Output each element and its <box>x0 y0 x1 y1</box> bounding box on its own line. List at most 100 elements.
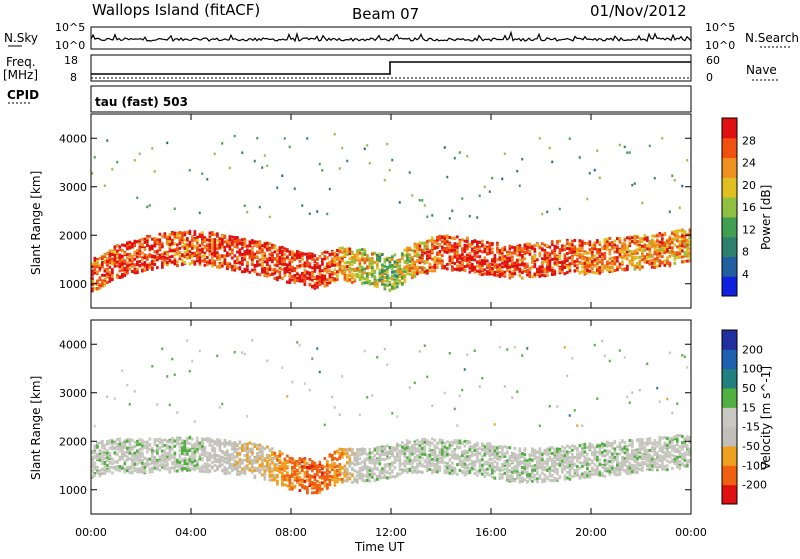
heatmap-cell <box>99 455 102 458</box>
heatmap-cell <box>201 248 204 251</box>
heatmap-cell <box>249 469 252 472</box>
heatmap-cell <box>361 274 364 277</box>
heatmap-cell <box>341 247 344 250</box>
heatmap-cell <box>209 464 212 467</box>
heatmap-cell <box>191 438 194 441</box>
heatmap-cell <box>226 443 229 446</box>
heatmap-cell <box>346 160 348 163</box>
heatmap-cell <box>531 256 534 259</box>
heatmap-cell <box>411 271 414 274</box>
heatmap-cell <box>184 459 187 462</box>
heatmap-cell <box>134 463 137 466</box>
heatmap-cell <box>129 448 132 451</box>
heatmap-cell <box>339 247 342 250</box>
heatmap-cell <box>244 472 247 475</box>
heatmap-cell <box>426 254 429 257</box>
heatmap-cell <box>276 278 279 281</box>
heatmap-cell <box>234 466 237 469</box>
heatmap-cell <box>339 473 342 476</box>
heatmap-cell <box>201 231 204 234</box>
heatmap-cell <box>156 459 159 462</box>
heatmap-cell <box>654 177 656 180</box>
heatmap-cell <box>179 255 182 258</box>
heatmap-cell <box>486 259 489 262</box>
heatmap-cell <box>376 279 379 282</box>
heatmap-cell <box>341 481 344 484</box>
heatmap-cell <box>294 477 297 480</box>
heatmap-cell <box>236 473 239 476</box>
heatmap-cell <box>241 238 244 241</box>
heatmap-cell <box>144 470 147 473</box>
heatmap-cell <box>286 270 289 273</box>
heatmap-cell <box>199 446 202 449</box>
heatmap-cell <box>531 246 534 249</box>
heatmap-cell <box>306 479 309 482</box>
heatmap-cell <box>389 265 392 268</box>
heatmap-cell <box>109 447 112 450</box>
heatmap-cell <box>311 464 314 467</box>
heatmap-cell <box>199 244 202 247</box>
heatmap-cell <box>159 254 162 257</box>
heatmap-cell <box>221 142 223 145</box>
heatmap-cell <box>141 455 144 458</box>
heatmap-cell <box>139 260 142 263</box>
heatmap-cell <box>289 146 291 149</box>
heatmap-cell <box>316 263 319 266</box>
heatmap-cell <box>304 463 307 466</box>
heatmap-cell <box>109 455 112 458</box>
heatmap-cell <box>476 248 479 251</box>
heatmap-cell <box>659 255 662 258</box>
heatmap-cell <box>274 464 277 467</box>
heatmap-cell <box>204 239 207 242</box>
heatmap-cell <box>106 395 108 398</box>
heatmap-cell <box>641 265 644 268</box>
heatmap-cell <box>319 491 322 494</box>
heatmap-cell <box>596 272 599 275</box>
heatmap-cell <box>101 274 104 277</box>
heatmap-cell <box>289 482 292 485</box>
heatmap-cell <box>519 244 522 247</box>
heatmap-cell <box>446 251 449 254</box>
heatmap-cell <box>111 253 114 256</box>
heatmap-cell <box>449 256 452 259</box>
heatmap-cell <box>259 457 262 460</box>
heatmap-cell <box>496 243 499 246</box>
heatmap-cell <box>471 264 474 267</box>
heatmap-cell <box>314 276 317 279</box>
heatmap-cell <box>546 244 549 247</box>
heatmap-cell <box>604 242 607 245</box>
heatmap-cell <box>321 475 324 478</box>
heatmap-cell <box>384 269 387 272</box>
heatmap-cell <box>139 255 142 258</box>
heatmap-cell <box>124 452 127 455</box>
heatmap-cell <box>551 243 554 246</box>
heatmap-cell <box>131 458 134 461</box>
heatmap-cell <box>511 246 514 249</box>
heatmap-cell <box>389 289 392 292</box>
heatmap-cell <box>486 247 489 250</box>
heatmap-cell <box>156 465 159 468</box>
heatmap-cell <box>236 240 239 243</box>
heatmap-cell <box>231 448 234 451</box>
heatmap-cell <box>341 472 344 475</box>
heatmap-cell <box>609 257 612 260</box>
heatmap-cell <box>136 443 139 446</box>
heatmap-cell <box>641 253 644 256</box>
heatmap-cell <box>279 267 282 270</box>
heatmap-cell <box>186 449 189 452</box>
heatmap-cell <box>534 273 537 276</box>
heatmap-cell <box>171 467 174 470</box>
heatmap-cell <box>686 243 689 246</box>
heatmap-cell <box>246 448 249 451</box>
heatmap-cell <box>594 271 597 274</box>
heatmap-cell <box>609 262 612 265</box>
heatmap-cell <box>514 272 517 275</box>
heatmap-cell <box>201 250 204 253</box>
heatmap-cell <box>341 375 343 378</box>
heatmap-cell <box>104 270 107 273</box>
heatmap-cell <box>306 488 309 491</box>
heatmap-cell <box>226 254 229 257</box>
heatmap-cell <box>339 465 342 468</box>
heatmap-cell <box>651 262 654 265</box>
heatmap-cell <box>309 464 312 467</box>
